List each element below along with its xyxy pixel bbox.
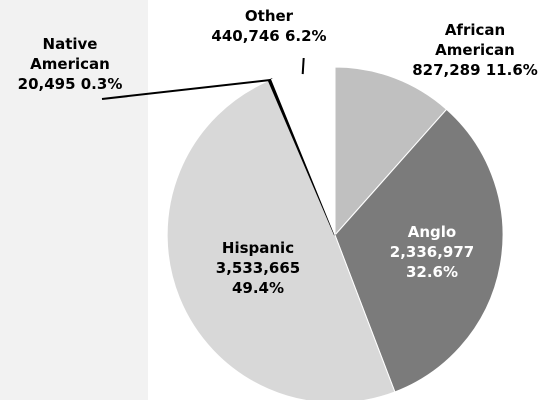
leader-line-native-american (101, 79, 271, 100)
label-native-american-value: 20,495 0.3% (17, 75, 123, 93)
label-african-american-line1: African (444, 21, 506, 39)
label-anglo: Anglo 2,336,977 32.6% (362, 222, 502, 282)
label-hispanic-line2: 3,533,665 (215, 259, 301, 277)
label-other-line1: Other (244, 7, 294, 25)
label-native-american-line2: American (30, 55, 110, 73)
label-anglo-line3: 32.6% (405, 263, 459, 281)
pie-slice-anglo (334, 108, 504, 393)
label-african-american-line2: American (435, 41, 515, 59)
label-anglo-line1: Anglo (407, 223, 457, 241)
pie-slice-african-american (334, 66, 448, 237)
label-african-american: African American 827,289 11.6% (400, 20, 549, 80)
label-hispanic-line3: 49.4% (231, 279, 285, 297)
label-native-american: Native American 20,495 0.3% (0, 34, 140, 94)
pie-slice-hispanic (166, 79, 396, 400)
label-hispanic: Hispanic 3,533,665 49.4% (193, 238, 323, 298)
leader-line-other (301, 57, 305, 75)
label-native-american-line1: Native (42, 35, 98, 53)
left-panel-background (0, 0, 148, 400)
label-other-line2: 440,746 6.2% (211, 27, 327, 45)
label-other: Other 440,746 6.2% (198, 6, 340, 46)
label-hispanic-line1: Hispanic (221, 239, 295, 257)
label-anglo-line2: 2,336,977 (389, 243, 475, 261)
label-african-american-value: 827,289 11.6% (412, 61, 538, 79)
